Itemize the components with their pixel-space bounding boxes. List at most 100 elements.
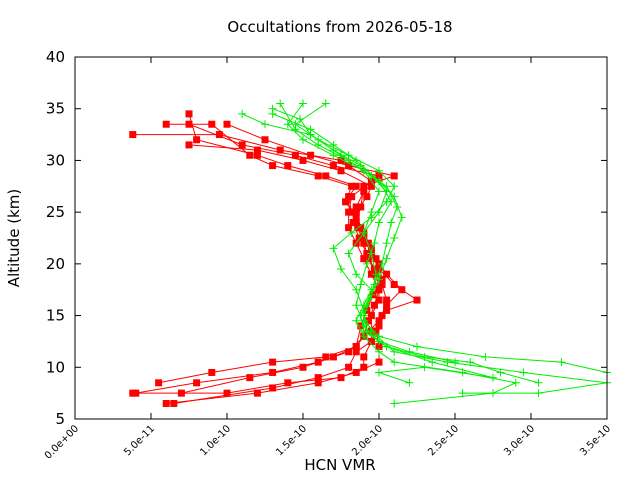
data-point-plus (344, 151, 353, 160)
data-point-plus (466, 358, 475, 367)
data-point-plus (382, 239, 391, 248)
series-line (279, 103, 518, 404)
chart-title: Occultations from 2026-05-18 (227, 18, 452, 36)
data-point-plus (261, 120, 269, 129)
data-point-square (170, 399, 178, 407)
data-point-plus (393, 202, 402, 211)
data-point-plus (382, 254, 391, 263)
x-tick-label: 1.5e-10 (274, 423, 309, 458)
x-tick-label: 5.0e-11 (122, 423, 157, 458)
data-point-square (215, 131, 223, 139)
data-point-plus (413, 342, 421, 351)
data-point-plus (283, 120, 292, 129)
data-point-square (375, 172, 383, 180)
data-point-square (223, 120, 231, 128)
data-point-plus (337, 151, 345, 160)
data-point-square (357, 224, 365, 232)
data-point-square (129, 131, 137, 139)
data-point-plus (329, 146, 338, 155)
data-point-plus (387, 197, 396, 206)
data-point-square (360, 234, 368, 242)
series-line (272, 108, 456, 363)
data-point-square (185, 141, 193, 149)
y-tick-label: 5 (55, 410, 65, 428)
data-point-plus (458, 389, 467, 398)
data-point-plus (382, 182, 391, 191)
data-point-plus (375, 166, 383, 175)
data-point-square (337, 156, 345, 164)
data-point-square (383, 296, 391, 304)
data-point-square (246, 374, 254, 382)
data-point-square (360, 363, 368, 371)
data-point-square (348, 182, 356, 190)
data-point-square (345, 193, 353, 201)
data-point-plus (375, 218, 383, 227)
data-point-plus (375, 368, 383, 377)
data-point-square (253, 151, 261, 159)
data-point-plus (451, 358, 459, 367)
data-point-plus (405, 347, 414, 356)
series-6 (276, 99, 520, 408)
data-point-square (345, 363, 353, 371)
data-point-square (375, 317, 383, 325)
x-tick-label: 3.0e-10 (502, 423, 537, 458)
data-point-square (355, 234, 363, 242)
data-point-plus (291, 120, 300, 129)
data-point-plus (420, 363, 429, 372)
data-point-plus (405, 378, 414, 387)
data-point-plus (534, 389, 543, 398)
data-point-square (314, 374, 322, 382)
data-point-square (367, 312, 375, 320)
data-point-plus (428, 358, 437, 367)
data-point-square (383, 301, 391, 309)
data-point-plus (420, 352, 429, 361)
y-tick-label: 20 (46, 255, 65, 273)
data-point-plus (390, 399, 399, 408)
data-point-plus (397, 213, 406, 222)
data-point-plus (352, 301, 361, 310)
data-point-plus (359, 228, 368, 237)
data-point-plus (489, 373, 497, 382)
data-point-square (352, 203, 360, 211)
data-point-square (208, 120, 216, 128)
data-point-square (352, 348, 360, 356)
data-point-plus (511, 378, 520, 387)
data-point-square (348, 208, 356, 216)
y-tick-label: 30 (46, 151, 65, 169)
data-point-square (375, 343, 383, 351)
data-point-square (162, 399, 170, 407)
data-point-square (329, 353, 337, 361)
data-point-plus (390, 358, 399, 367)
data-point-square (390, 172, 398, 180)
data-point-plus (362, 259, 371, 268)
data-point-square (367, 270, 375, 278)
data-point-plus (375, 347, 383, 356)
data-point-square (375, 358, 383, 366)
data-point-square (372, 255, 380, 263)
x-tick-label: 0.0e+00 (43, 423, 81, 461)
data-point-square (360, 255, 368, 263)
x-axis-label: HCN VMR (304, 456, 375, 474)
plot-frame (74, 56, 608, 420)
data-point-plus (362, 301, 371, 310)
data-point-square (253, 146, 261, 154)
data-point-square (223, 389, 231, 397)
data-point-plus (352, 316, 361, 325)
data-point-plus (268, 104, 277, 113)
data-point-square (342, 198, 350, 206)
data-point-square (269, 162, 277, 170)
data-point-plus (344, 249, 353, 258)
y-axis-label: Altitude (km) (5, 189, 23, 287)
data-point-square (383, 270, 391, 278)
data-point-plus (481, 352, 490, 361)
data-point-plus (390, 234, 399, 242)
data-point-plus (337, 265, 345, 274)
y-tick-label: 15 (46, 307, 65, 325)
series-9 (291, 99, 543, 387)
data-point-square (360, 182, 368, 190)
data-point-square (155, 379, 163, 387)
data-point-plus (276, 99, 285, 108)
data-point-square (269, 358, 277, 366)
data-point-square (132, 389, 140, 397)
data-point-square (276, 146, 284, 154)
